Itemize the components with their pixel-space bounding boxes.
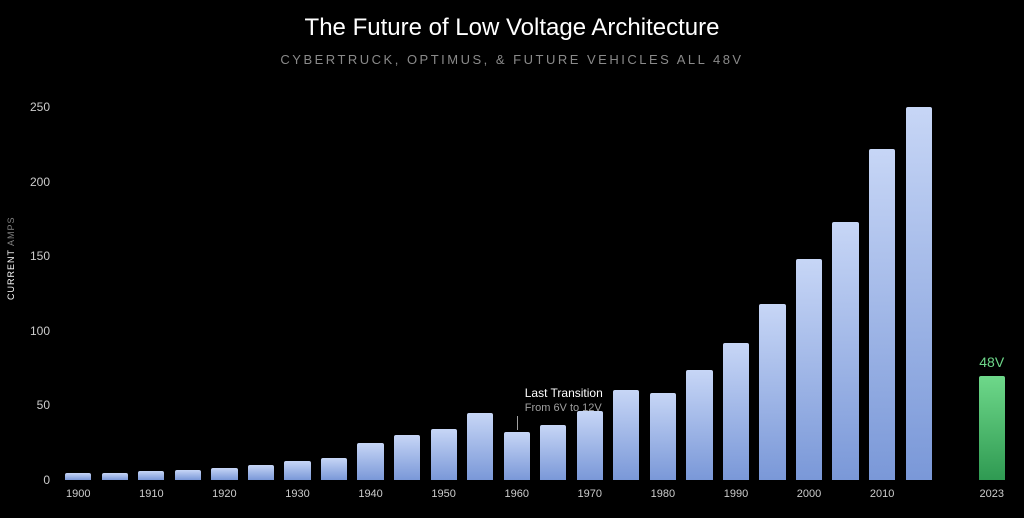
x-tick: 1950 xyxy=(431,488,455,500)
y-axis-unit: AMPS xyxy=(6,216,16,246)
bar xyxy=(357,443,383,480)
y-tick: 200 xyxy=(22,175,50,189)
x-tick: 1970 xyxy=(578,488,602,500)
y-tick: 150 xyxy=(22,249,50,263)
bar xyxy=(102,473,128,480)
bar xyxy=(577,411,603,480)
bar xyxy=(431,429,457,480)
annotation: Last Transition From 6V to 12V xyxy=(525,386,603,414)
x-tick: 2010 xyxy=(870,488,894,500)
x-tick: 2023 xyxy=(979,488,1003,500)
bar xyxy=(869,149,895,480)
annotation-line1: Last Transition xyxy=(525,386,603,400)
y-axis-label: CURRENT AMPS xyxy=(6,216,16,300)
bar xyxy=(211,468,237,480)
chart-title: The Future of Low Voltage Architecture xyxy=(0,14,1024,42)
bar xyxy=(832,222,858,480)
x-tick: 1900 xyxy=(66,488,90,500)
bar xyxy=(65,473,91,480)
x-tick: 1930 xyxy=(285,488,309,500)
y-tick: 250 xyxy=(22,100,50,114)
bar xyxy=(686,370,712,480)
plot-area xyxy=(60,92,1010,480)
x-tick: 1980 xyxy=(651,488,675,500)
bar xyxy=(613,390,639,480)
x-tick: 1910 xyxy=(139,488,163,500)
bar xyxy=(284,461,310,480)
chart-subtitle: CYBERTRUCK, OPTIMUS, & FUTURE VEHICLES A… xyxy=(0,52,1024,67)
highlight-label: 48V xyxy=(979,354,1004,370)
bar xyxy=(650,393,676,480)
bar xyxy=(467,413,493,480)
bar xyxy=(796,259,822,480)
bar xyxy=(540,425,566,480)
bar xyxy=(394,435,420,480)
bar xyxy=(138,471,164,480)
bar xyxy=(175,470,201,480)
x-tick: 2000 xyxy=(797,488,821,500)
bar xyxy=(906,107,932,480)
bar-highlight xyxy=(979,376,1005,480)
x-tick: 1920 xyxy=(212,488,236,500)
bar xyxy=(321,458,347,480)
y-tick: 100 xyxy=(22,324,50,338)
bar xyxy=(504,432,530,480)
y-axis-label-text: CURRENT xyxy=(6,249,16,300)
annotation-line2: From 6V to 12V xyxy=(525,402,603,414)
y-tick: 50 xyxy=(22,398,50,412)
bar xyxy=(759,304,785,480)
x-tick: 1960 xyxy=(504,488,528,500)
bar xyxy=(723,343,749,480)
annotation-tick xyxy=(517,416,518,430)
x-tick: 1940 xyxy=(358,488,382,500)
chart-container: The Future of Low Voltage Architecture C… xyxy=(0,0,1024,518)
bar xyxy=(248,465,274,480)
y-tick: 0 xyxy=(22,473,50,487)
x-tick: 1990 xyxy=(724,488,748,500)
